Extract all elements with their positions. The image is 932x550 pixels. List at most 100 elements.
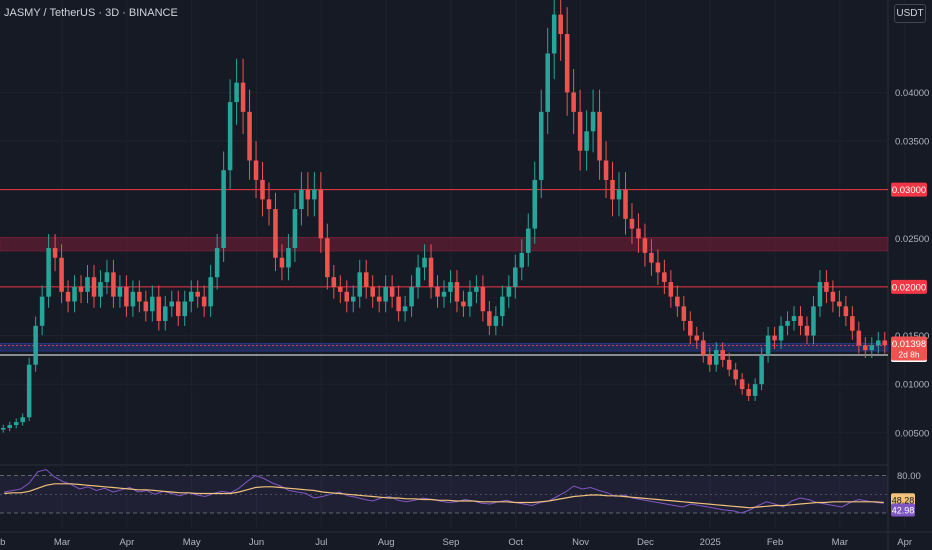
candle-body[interactable] (227, 102, 233, 171)
candle-body[interactable] (759, 355, 764, 385)
candle-body[interactable] (610, 179, 615, 200)
candle-body[interactable] (506, 286, 512, 297)
candle-body[interactable] (214, 248, 220, 278)
candle-body[interactable] (681, 306, 687, 321)
currency-button[interactable]: USDT (894, 4, 926, 23)
candle-body[interactable] (260, 179, 265, 200)
candle-body[interactable] (389, 286, 395, 297)
candle-body[interactable] (26, 364, 32, 418)
candle-body[interactable] (0, 427, 6, 430)
candle-body[interactable] (286, 248, 291, 268)
candle-body[interactable] (208, 277, 213, 307)
candle-body[interactable] (221, 170, 226, 249)
candle-body[interactable] (688, 320, 693, 336)
candle-body[interactable] (461, 301, 466, 307)
candle-body[interactable] (603, 160, 609, 180)
candle-body[interactable] (175, 301, 181, 317)
candle-body[interactable] (338, 286, 343, 292)
candle-body[interactable] (234, 82, 239, 103)
time-axis[interactable]: Feb Mar Apr May Jun Jul Aug Sep Oct Nov Dec 2025 Feb… (0, 537, 932, 548)
candle-body[interactable] (318, 189, 324, 239)
candle-body[interactable] (532, 179, 538, 229)
candle-body[interactable] (668, 282, 674, 297)
candle-body[interactable] (500, 296, 505, 317)
candle-body[interactable] (798, 316, 803, 326)
candle-body[interactable] (558, 14, 563, 35)
candle-body[interactable] (726, 359, 732, 370)
candle-body[interactable] (52, 248, 58, 258)
candle-body[interactable] (396, 296, 401, 312)
candle-body[interactable] (590, 111, 596, 132)
candle-body[interactable] (253, 160, 259, 180)
candle-body[interactable] (804, 325, 810, 336)
candle-body[interactable] (551, 14, 557, 54)
candle-body[interactable] (675, 296, 680, 307)
candle-body[interactable] (487, 311, 492, 326)
candle-body[interactable] (765, 335, 771, 356)
candle-body[interactable] (707, 355, 713, 365)
candle-body[interactable] (467, 291, 473, 307)
candle-body[interactable] (571, 92, 576, 112)
candle-body[interactable] (629, 218, 635, 229)
candle-body[interactable] (636, 228, 641, 239)
candle-body[interactable] (597, 111, 602, 161)
candle-body[interactable] (791, 316, 797, 321)
candle-body[interactable] (876, 340, 881, 346)
candle-body[interactable] (701, 340, 706, 356)
candle-body[interactable] (7, 425, 12, 428)
candle-body[interactable] (564, 34, 570, 93)
candle-body[interactable] (623, 189, 628, 219)
candle-body[interactable] (415, 267, 421, 287)
candle-body[interactable] (266, 199, 272, 210)
candle-body[interactable] (357, 272, 363, 297)
candle-body[interactable] (746, 389, 751, 396)
candle-body[interactable] (150, 296, 155, 312)
candle-body[interactable] (422, 257, 427, 268)
candle-body[interactable] (143, 301, 149, 312)
price-axis[interactable]: 0.040000.035000.025000.015000.010000.005… (891, 88, 929, 517)
candle-body[interactable] (98, 282, 103, 297)
candle-body[interactable] (292, 209, 298, 249)
candle-body[interactable] (78, 286, 84, 292)
candle-body[interactable] (616, 189, 622, 200)
candle-body[interactable] (273, 209, 278, 258)
candle-body[interactable] (247, 111, 252, 161)
candle-body[interactable] (642, 238, 648, 253)
candle-body[interactable] (525, 228, 531, 253)
candle-body[interactable] (584, 131, 589, 151)
candle-body[interactable] (163, 306, 168, 321)
candle-body[interactable] (863, 345, 868, 351)
candle-body[interactable] (33, 325, 38, 365)
candle-body[interactable] (713, 350, 719, 365)
candle-body[interactable] (279, 257, 285, 268)
candle-body[interactable] (772, 335, 777, 341)
candle-body[interactable] (91, 277, 97, 297)
candle-body[interactable] (383, 286, 388, 302)
candle-body[interactable] (493, 316, 499, 326)
candle-body[interactable] (195, 291, 200, 297)
candle-body[interactable] (480, 286, 486, 312)
candle-body[interactable] (720, 350, 725, 360)
candle-body[interactable] (882, 340, 888, 346)
candle-body[interactable] (240, 82, 246, 112)
candle-body[interactable] (513, 267, 518, 287)
candle-body[interactable] (65, 291, 71, 302)
candle-body[interactable] (733, 369, 738, 380)
candle-body[interactable] (778, 325, 784, 341)
candle-body[interactable] (85, 277, 90, 292)
candle-body[interactable] (869, 345, 875, 351)
candle-body[interactable] (350, 296, 356, 302)
candle-body[interactable] (448, 282, 453, 292)
candle-body[interactable] (39, 296, 45, 326)
candle-body[interactable] (662, 272, 667, 283)
candle-body[interactable] (441, 291, 447, 297)
candle-body[interactable] (454, 282, 460, 302)
candle-body[interactable] (577, 111, 583, 151)
candle-body[interactable] (817, 282, 823, 307)
candle-body[interactable] (739, 379, 745, 390)
candle-body[interactable] (124, 286, 129, 307)
candle-body[interactable] (856, 330, 862, 346)
candle-body[interactable] (299, 189, 304, 210)
candle-body[interactable] (325, 238, 330, 278)
